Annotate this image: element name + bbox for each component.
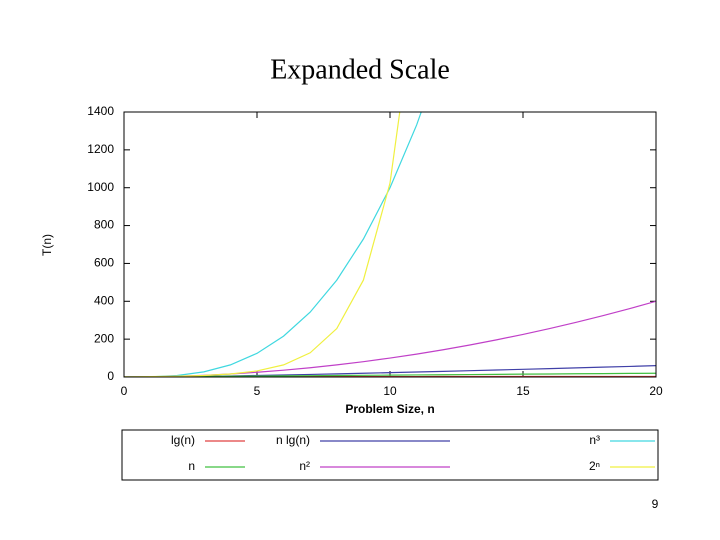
- y-tick-label: 1000: [87, 180, 114, 194]
- series-line: [124, 112, 401, 377]
- series-line: [124, 300, 656, 377]
- series-line: [124, 372, 656, 377]
- legend-label: lg(n): [171, 433, 195, 447]
- x-tick-label: 10: [383, 384, 397, 398]
- page-number: 9: [652, 497, 659, 511]
- x-tick-label: 0: [121, 384, 128, 398]
- plot-frame: [123, 111, 657, 378]
- legend-label: n²: [299, 459, 310, 473]
- y-tick-label: 0: [107, 369, 114, 383]
- y-tick-label: 200: [94, 331, 114, 345]
- y-tick-label: 1400: [87, 104, 114, 118]
- x-tick-label: 15: [516, 384, 530, 398]
- y-tick-label: 600: [94, 256, 114, 270]
- x-axis-label: Problem Size, n: [345, 402, 434, 416]
- y-tick-label: 400: [94, 293, 114, 307]
- legend-label: n lg(n): [276, 433, 310, 447]
- series-line: [124, 112, 422, 377]
- chart-title: Expanded Scale: [270, 54, 450, 85]
- legend-label: 2ⁿ: [589, 459, 600, 473]
- y-axis-label: T(n): [40, 234, 54, 256]
- x-tick-label: 5: [254, 384, 261, 398]
- y-tick-label: 1200: [87, 142, 114, 156]
- legend-label: n: [188, 459, 195, 473]
- y-tick-label: 800: [94, 218, 114, 232]
- legend-box: [121, 429, 659, 481]
- legend-label: n³: [589, 433, 600, 447]
- x-tick-label: 20: [649, 384, 663, 398]
